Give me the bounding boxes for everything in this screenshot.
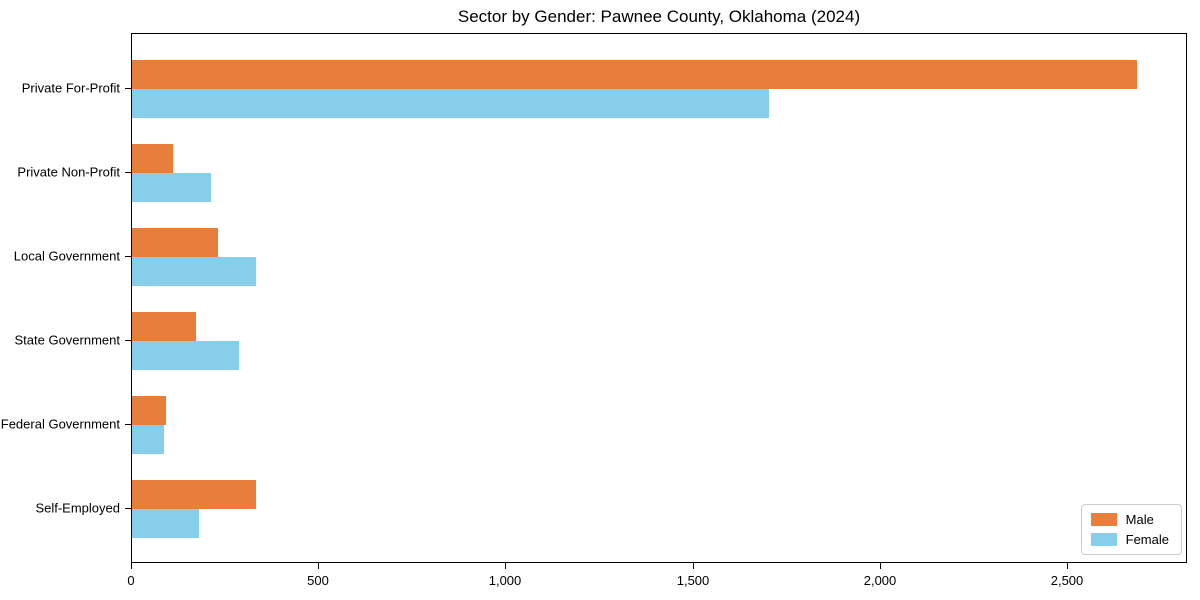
xtick-label-2500: 2,500 — [1050, 573, 1084, 588]
ytick-mark-federal-government — [125, 424, 131, 425]
xtick-mark-2000 — [880, 563, 881, 569]
bar-female-private-non-profit — [132, 173, 211, 202]
legend-label-female: Female — [1125, 532, 1169, 547]
ytick-label-federal-government: Federal Government — [0, 416, 120, 432]
xtick-label-2000: 2,000 — [863, 573, 897, 588]
bars-layer — [132, 34, 1186, 562]
bar-female-local-government — [132, 257, 256, 286]
xtick-mark-500 — [318, 563, 319, 569]
ytick-label-private-non-profit: Private Non-Profit — [17, 164, 120, 180]
bar-male-local-government — [132, 228, 218, 257]
ytick-mark-state-government — [125, 340, 131, 341]
legend-swatch-male — [1090, 513, 1117, 526]
bar-male-private-non-profit — [132, 144, 173, 173]
bar-female-self-employed — [132, 509, 199, 538]
legend-swatch-female — [1090, 533, 1117, 546]
bar-female-federal-government — [132, 425, 164, 454]
xtick-mark-0 — [131, 563, 132, 569]
bar-male-private-for-profit — [132, 60, 1137, 89]
legend: Male Female — [1080, 504, 1182, 555]
ytick-label-self-employed: Self-Employed — [35, 500, 120, 516]
bar-male-self-employed — [132, 480, 256, 509]
xtick-mark-1000 — [505, 563, 506, 569]
xtick-label-500: 500 — [307, 573, 329, 588]
bar-male-state-government — [132, 312, 196, 341]
ytick-label-state-government: State Government — [14, 332, 121, 348]
bar-male-federal-government — [132, 396, 166, 425]
bar-female-state-government — [132, 341, 239, 370]
legend-item-female: Female — [1090, 532, 1169, 547]
ytick-label-local-government: Local Government — [13, 248, 120, 264]
ytick-mark-local-government — [125, 256, 131, 257]
ytick-mark-self-employed — [125, 508, 131, 509]
bar-female-private-for-profit — [132, 89, 769, 118]
xtick-label-1000: 1,000 — [488, 573, 522, 588]
xtick-mark-2500 — [1067, 563, 1068, 569]
ytick-label-private-for-profit: Private For-Profit — [21, 80, 120, 96]
legend-label-male: Male — [1125, 512, 1154, 527]
ytick-mark-private-non-profit — [125, 172, 131, 173]
legend-item-male: Male — [1090, 512, 1169, 527]
xtick-label-1500: 1,500 — [676, 573, 710, 588]
xtick-mark-1500 — [693, 563, 694, 569]
plot-area: Male Female — [131, 33, 1187, 563]
chart-title: Sector by Gender: Pawnee County, Oklahom… — [457, 7, 861, 26]
ytick-mark-private-for-profit — [125, 88, 131, 89]
xtick-label-0: 0 — [127, 573, 135, 588]
